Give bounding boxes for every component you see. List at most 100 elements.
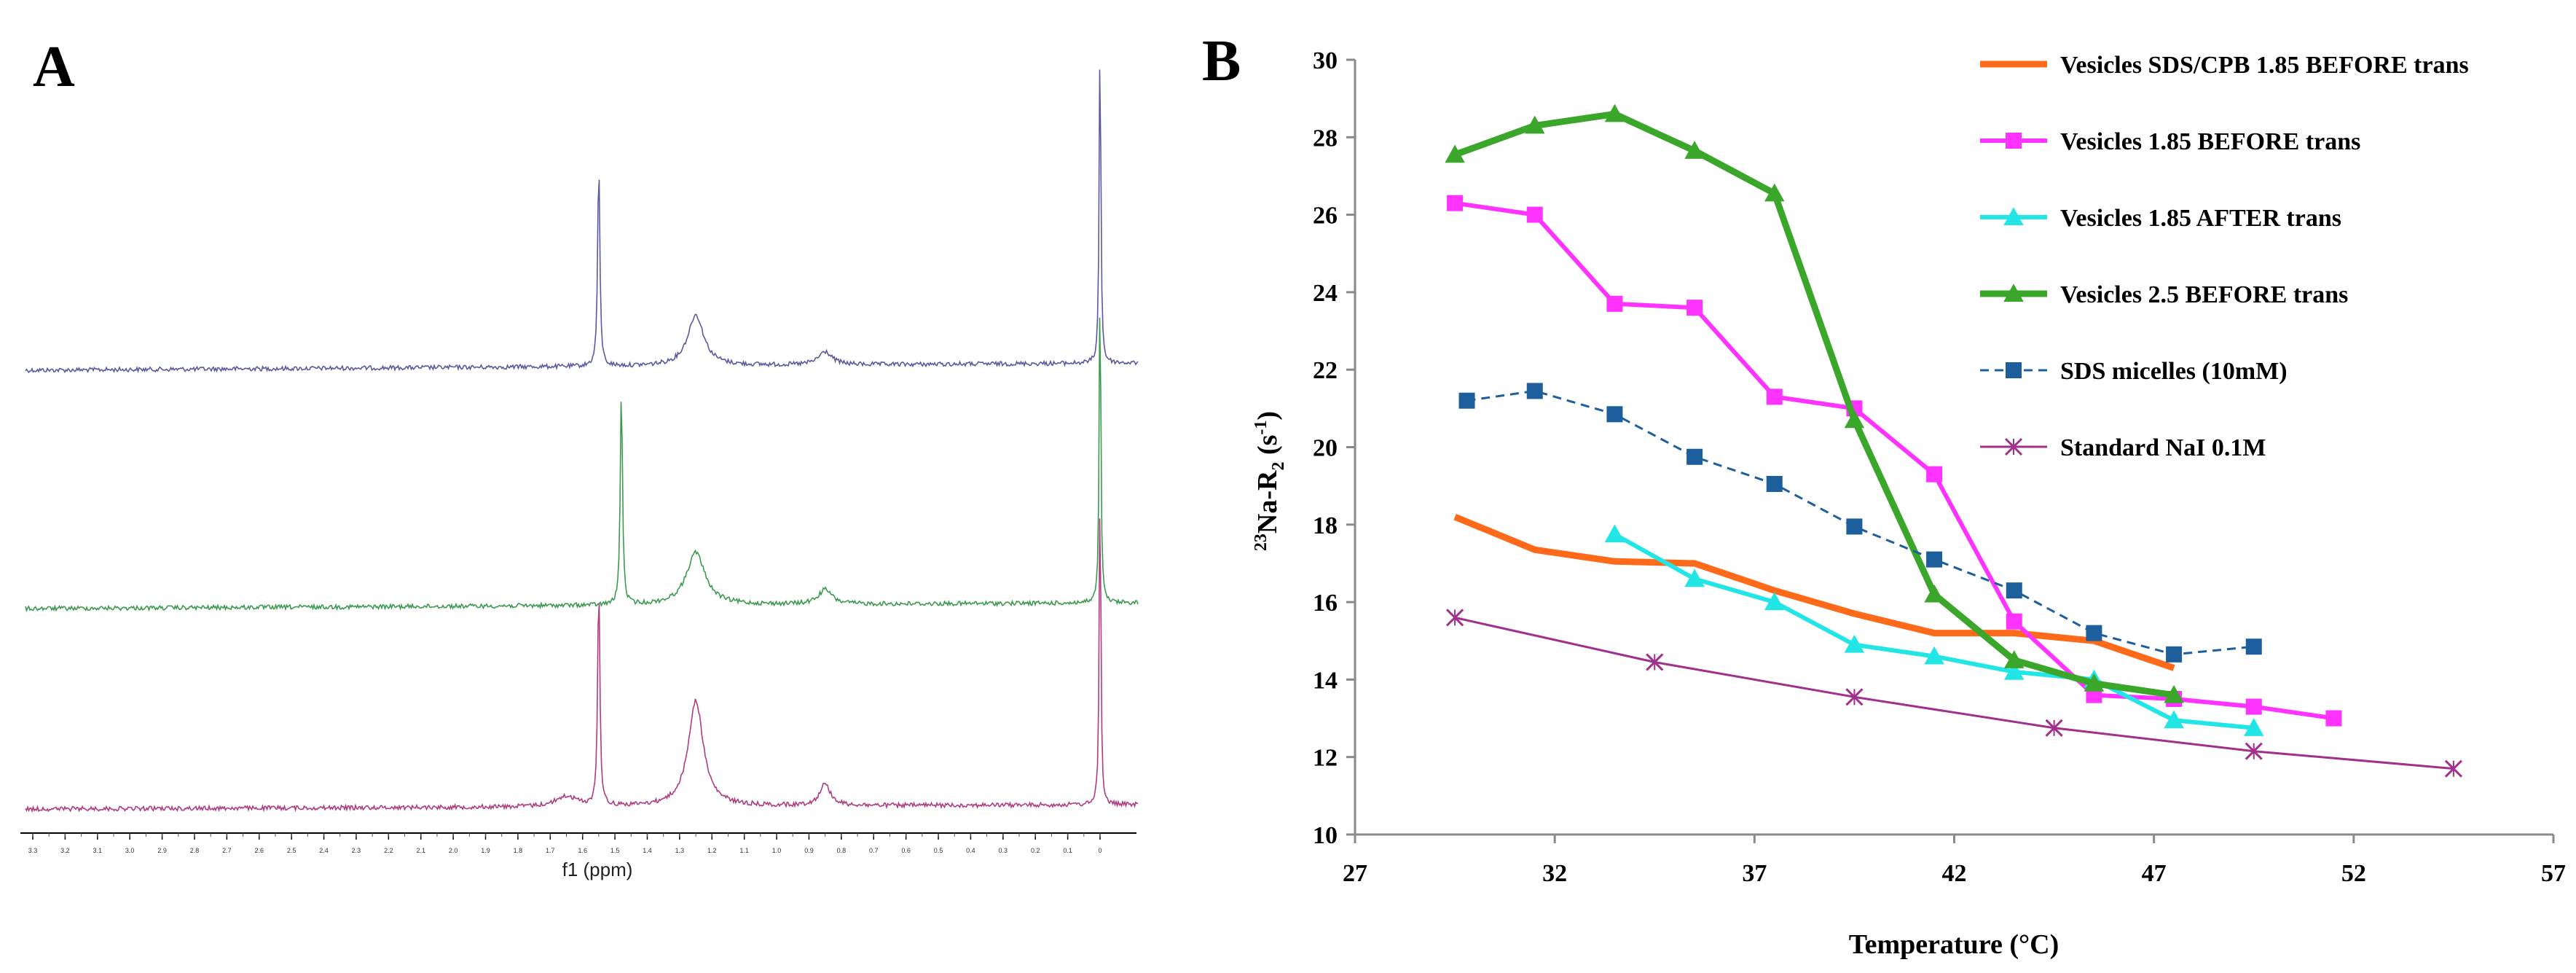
- y-tick-label: 18: [1313, 512, 1338, 539]
- bottom-spectrum: [25, 518, 1139, 813]
- data-point: [1686, 448, 1703, 465]
- panel-a-tick-label: 1.4: [643, 847, 652, 854]
- data-point: [2006, 613, 2022, 630]
- legend-label: SDS micelles (10mM): [2060, 358, 2288, 385]
- legend-label: Vesicles 2.5 BEFORE trans: [2060, 281, 2348, 308]
- data-point: [2245, 698, 2262, 715]
- legend-label: Standard NaI 0.1M: [2060, 434, 2266, 461]
- x-tick-label: 47: [2142, 860, 2167, 887]
- y-tick-label: 30: [1313, 47, 1338, 74]
- legend-marker: [2004, 437, 2023, 456]
- data-point: [1684, 568, 1705, 587]
- legend-marker: [2006, 133, 2022, 149]
- x-axis-ticks: 27 32 37 42 47 52 57: [1343, 835, 2566, 887]
- data-point: [1766, 475, 1783, 492]
- panel-b-label: B: [1202, 29, 1241, 93]
- series-5: [1446, 609, 2462, 778]
- data-point: [1606, 295, 1623, 312]
- data-point: [2006, 582, 2022, 599]
- panel-a-tick-label: 2.2: [384, 847, 393, 854]
- series-line: [1454, 200, 2334, 721]
- series-0: [1453, 514, 2175, 671]
- panel-a-tick-label: 0.3: [999, 847, 1008, 854]
- panel-a-tick-label: 0.4: [966, 847, 975, 854]
- data-point: [1646, 653, 1664, 671]
- y-axis-label: 23Na-R2 (s-1): [1252, 411, 1288, 551]
- legend-label: Vesicles 1.85 AFTER trans: [2060, 205, 2341, 232]
- y-tick-label: 24: [1313, 280, 1338, 307]
- panel-a-tick-label: 0.7: [869, 847, 879, 854]
- series-2: [1604, 524, 2264, 736]
- top-spectrum: [25, 69, 1139, 374]
- panel-a-label: A: [33, 35, 75, 99]
- y-tick-label: 14: [1313, 667, 1338, 694]
- data-point: [1446, 609, 1464, 627]
- series-line: [1453, 110, 2175, 699]
- legend-item: Vesicles 1.85 BEFORE trans: [1980, 128, 2360, 155]
- y-tick-label: 16: [1313, 590, 1338, 617]
- panel-a-tick-label: 2.7: [222, 847, 232, 854]
- series-line: [1454, 616, 2454, 770]
- data-point: [1844, 634, 1865, 653]
- data-point: [2164, 684, 2184, 703]
- data-point: [1526, 206, 1543, 223]
- data-point: [2166, 646, 2183, 663]
- legend-marker: [2006, 362, 2022, 378]
- chart-series: [1445, 103, 2462, 778]
- panel-a-tick-label: 2.3: [352, 847, 361, 854]
- data-point: [2084, 673, 2105, 692]
- x-tick-label: 32: [1542, 860, 1567, 887]
- data-point: [1686, 300, 1703, 316]
- legend: Vesicles SDS/CPB 1.85 BEFORE trans Vesicl…: [1980, 52, 2469, 461]
- legend-marker: [2003, 207, 2024, 225]
- data-point: [1924, 584, 1944, 603]
- y-axis-label-main: Na-R: [1252, 470, 1283, 534]
- y-tick-label: 10: [1313, 822, 1338, 849]
- data-point: [1458, 392, 1475, 409]
- y-tick-label: 26: [1313, 203, 1338, 230]
- data-point: [2004, 662, 2025, 680]
- x-tick-label: 37: [1742, 860, 1767, 887]
- data-point: [2444, 759, 2462, 778]
- data-point: [2325, 710, 2342, 727]
- data-point: [2244, 718, 2264, 736]
- panel-a-x-axis-label: f1 (ppm): [562, 859, 633, 880]
- x-tick-label: 57: [2541, 860, 2566, 887]
- panel-a-tick-label: 3.2: [60, 847, 70, 854]
- panel-a-ticks: 3.3 3.2 3.1 3.0 2.9 2.8 2.7 2.6 2.5 2.4 2.3 2.2 2.1 2…: [28, 833, 1102, 854]
- x-tick-label: 52: [2341, 860, 2366, 887]
- middle-spectrum: [25, 317, 1139, 613]
- panel-a-tick-label: 1.2: [707, 847, 717, 854]
- data-point: [1926, 466, 1943, 482]
- legend-marker: [2003, 284, 2024, 302]
- data-point: [1526, 383, 1543, 399]
- legend-item: SDS micelles (10mM): [1980, 358, 2288, 385]
- y-axis-label-unit: (s: [1252, 435, 1283, 462]
- panel-a-tick-label: 0.2: [1031, 847, 1040, 854]
- y-tick-label: 22: [1313, 357, 1338, 384]
- panel-a-tick-label: 1.8: [514, 847, 523, 854]
- y-axis-label-unit-superscript: -1: [1252, 421, 1271, 435]
- panel-a-tick-label: 2.5: [287, 847, 297, 854]
- data-point: [1844, 410, 1865, 429]
- legend-item: Vesicles SDS/CPB 1.85 BEFORE trans: [1980, 52, 2469, 79]
- panel-a-tick-label: 2.9: [157, 847, 167, 854]
- panel-a-tick-label: 0.8: [837, 847, 847, 854]
- data-point: [2164, 710, 2184, 729]
- panel-a-tick-label: 3.1: [93, 847, 103, 854]
- panel-a-tick-label: 0.6: [901, 847, 911, 854]
- legend-item: Vesicles 1.85 AFTER trans: [1980, 205, 2341, 232]
- data-point: [1606, 406, 1623, 423]
- data-point: [2245, 638, 2262, 655]
- panel-a-tick-label: 1.7: [546, 847, 555, 854]
- panel-a-tick-label: 1.5: [610, 847, 620, 854]
- x-tick-label: 42: [1942, 860, 1967, 887]
- panel-a-tick-label: 3.3: [28, 847, 38, 854]
- data-point: [1525, 115, 1545, 134]
- panel-a-tick-label: 2.0: [449, 847, 458, 854]
- x-axis-label: Temperature (°C): [1849, 929, 2059, 960]
- y-tick-label: 28: [1313, 125, 1338, 152]
- panel-a-tick-label: 1.0: [772, 847, 782, 854]
- series-line: [1453, 514, 2175, 671]
